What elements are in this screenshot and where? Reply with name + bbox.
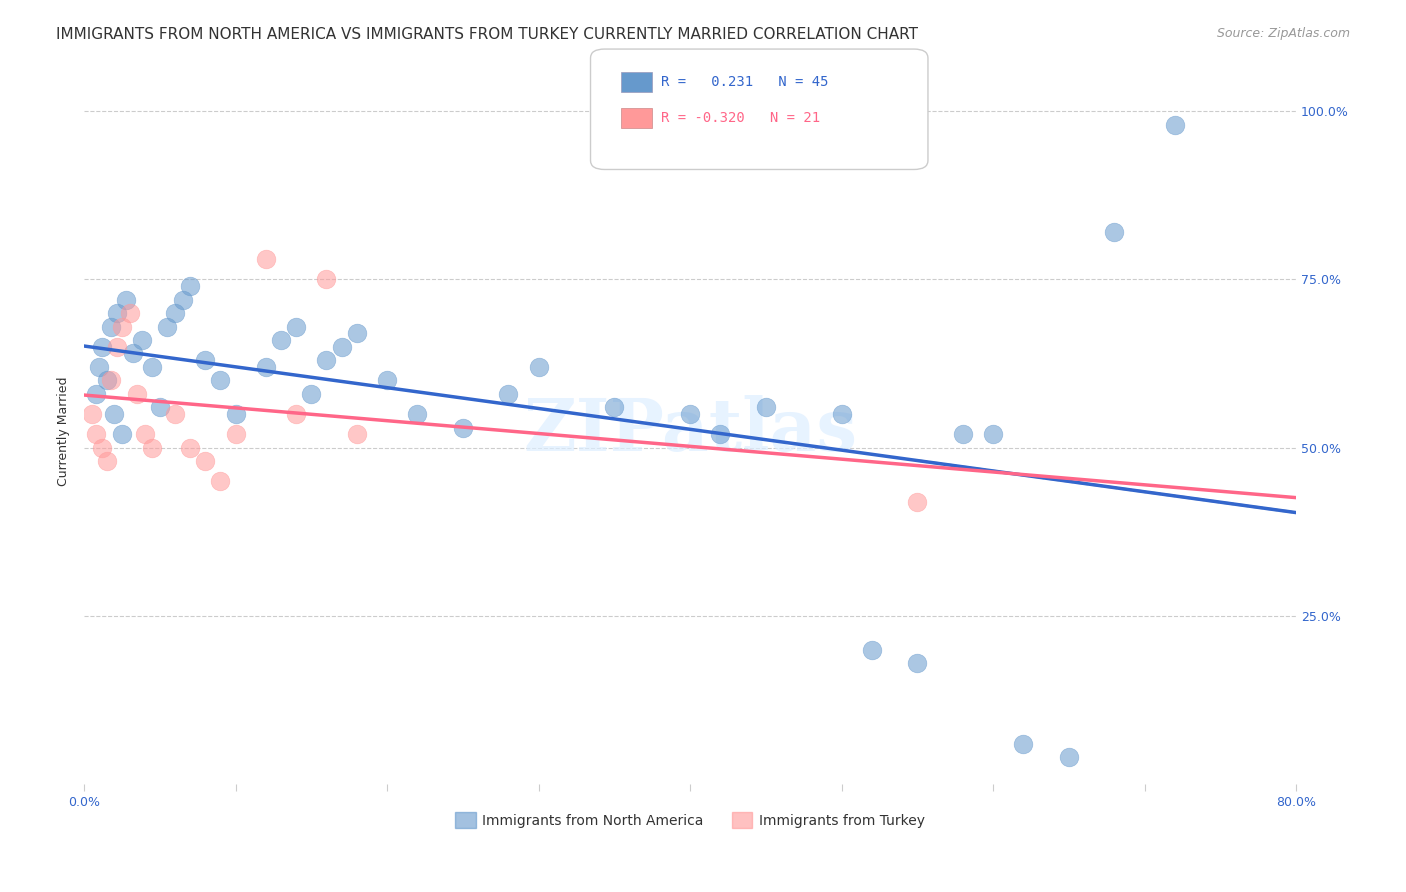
Text: IMMIGRANTS FROM NORTH AMERICA VS IMMIGRANTS FROM TURKEY CURRENTLY MARRIED CORREL: IMMIGRANTS FROM NORTH AMERICA VS IMMIGRA… <box>56 27 918 42</box>
Point <box>96 454 118 468</box>
Point <box>179 441 201 455</box>
Point <box>141 441 163 455</box>
Point <box>905 494 928 508</box>
Point <box>831 407 853 421</box>
Point <box>115 293 138 307</box>
Legend: Immigrants from North America, Immigrants from Turkey: Immigrants from North America, Immigrant… <box>449 806 931 834</box>
Point <box>860 642 883 657</box>
Point <box>121 346 143 360</box>
Point <box>981 427 1004 442</box>
Point <box>603 401 626 415</box>
Point <box>111 319 134 334</box>
Point <box>254 359 277 374</box>
Point <box>156 319 179 334</box>
Text: ZIPatlas: ZIPatlas <box>523 395 858 467</box>
Point <box>91 340 114 354</box>
Point <box>346 427 368 442</box>
Point <box>163 407 186 421</box>
Point <box>299 387 322 401</box>
Point <box>1057 750 1080 764</box>
Point <box>755 401 778 415</box>
Point <box>111 427 134 442</box>
Point <box>80 407 103 421</box>
Point <box>406 407 429 421</box>
Text: Source: ZipAtlas.com: Source: ZipAtlas.com <box>1216 27 1350 40</box>
Point <box>225 407 247 421</box>
Point <box>91 441 114 455</box>
Point <box>270 333 292 347</box>
Point <box>105 306 128 320</box>
Point <box>100 319 122 334</box>
Point <box>179 279 201 293</box>
Point <box>209 475 232 489</box>
Point <box>905 657 928 671</box>
Point <box>254 252 277 267</box>
Point <box>134 427 156 442</box>
Point <box>194 454 217 468</box>
Point <box>315 353 337 368</box>
Point <box>127 387 149 401</box>
Point <box>118 306 141 320</box>
Point <box>103 407 125 421</box>
Point <box>89 359 111 374</box>
Point <box>131 333 153 347</box>
Point <box>194 353 217 368</box>
Point <box>209 373 232 387</box>
Point <box>346 326 368 341</box>
Point <box>375 373 398 387</box>
Point <box>163 306 186 320</box>
Point <box>679 407 702 421</box>
Point <box>527 359 550 374</box>
Point <box>84 427 107 442</box>
Point <box>149 401 172 415</box>
Point <box>315 272 337 286</box>
Y-axis label: Currently Married: Currently Married <box>58 376 70 485</box>
Point <box>141 359 163 374</box>
Point <box>1104 225 1126 239</box>
Text: R =   0.231   N = 45: R = 0.231 N = 45 <box>661 75 828 89</box>
Point <box>285 319 308 334</box>
Point <box>1012 737 1035 751</box>
Point <box>225 427 247 442</box>
Point <box>1164 118 1187 132</box>
Point <box>952 427 974 442</box>
Point <box>100 373 122 387</box>
Point <box>172 293 194 307</box>
Point <box>498 387 520 401</box>
Point <box>96 373 118 387</box>
Point <box>84 387 107 401</box>
Point <box>709 427 731 442</box>
Point <box>451 420 474 434</box>
Point <box>285 407 308 421</box>
Point <box>330 340 353 354</box>
Text: R = -0.320   N = 21: R = -0.320 N = 21 <box>661 111 820 125</box>
Point <box>105 340 128 354</box>
